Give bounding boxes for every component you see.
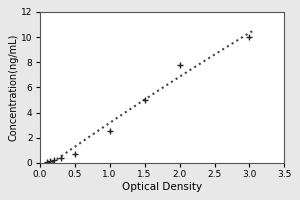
Y-axis label: Concentration(ng/mL): Concentration(ng/mL) xyxy=(8,34,18,141)
X-axis label: Optical Density: Optical Density xyxy=(122,182,202,192)
